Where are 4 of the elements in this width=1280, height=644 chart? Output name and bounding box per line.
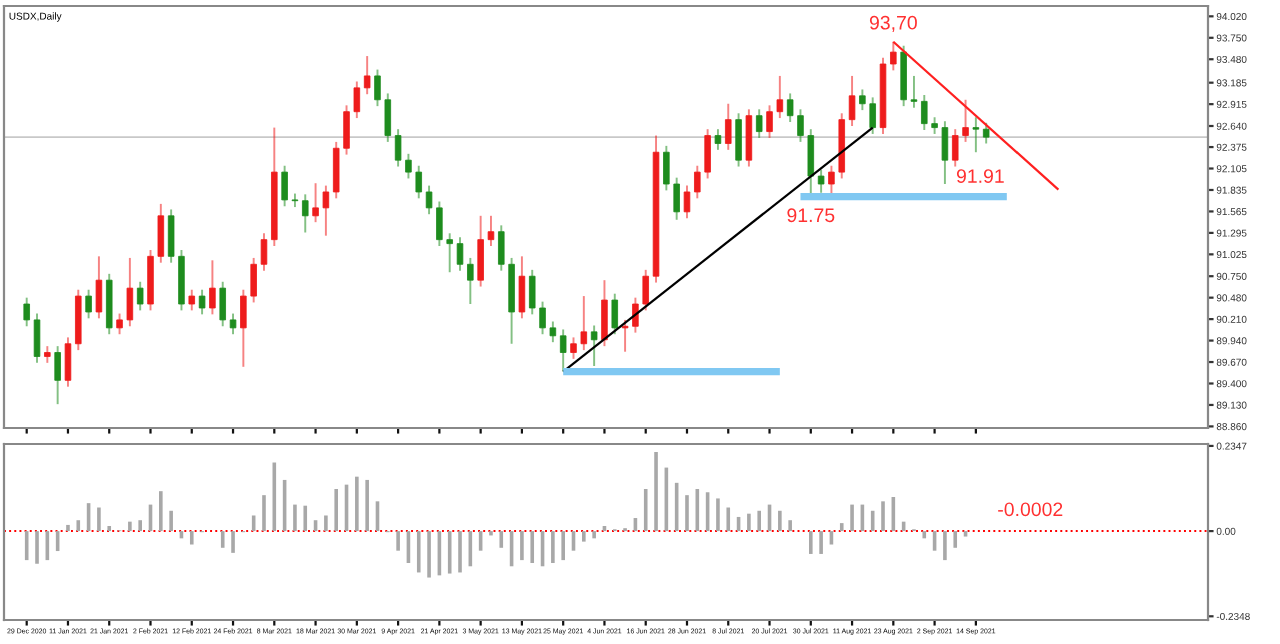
annotation: 93,70 bbox=[869, 15, 917, 32]
annotation: 91.91 bbox=[956, 169, 1004, 183]
annotation: 91.75 bbox=[787, 208, 835, 223]
annotation: -0.0002 bbox=[998, 502, 1063, 517]
